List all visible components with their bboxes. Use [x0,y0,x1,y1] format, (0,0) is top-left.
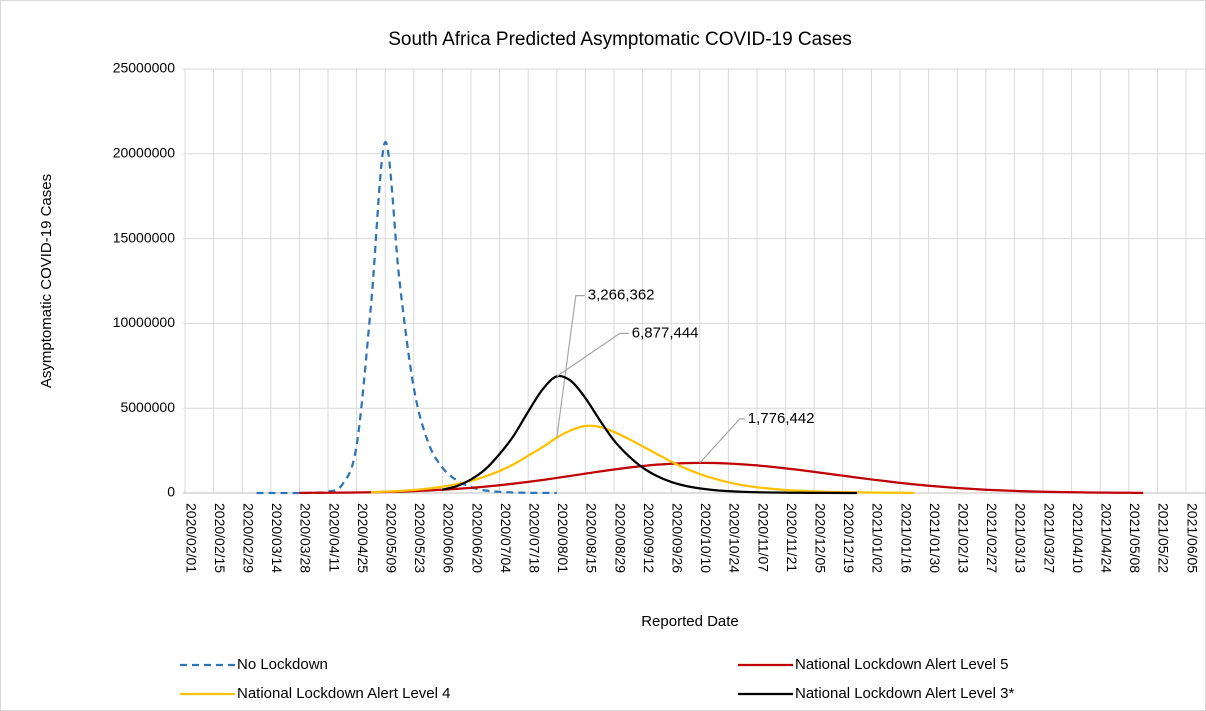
x-tick-label: 2020/12/19 [841,503,857,573]
x-tick-label: 2021/02/13 [955,503,971,573]
x-tick-label: 2020/12/05 [812,503,828,573]
x-tick-label: 2020/10/24 [727,503,743,573]
x-tick-label: 2020/11/07 [755,503,771,572]
y-tick-label: 0 [167,484,175,500]
x-tick-label: 2020/06/06 [441,503,457,573]
x-tick-label: 2021/06/05 [1184,503,1200,573]
x-tick-label: 2020/06/20 [469,503,485,573]
y-axis-title: Asymptomatic COVID-19 Cases [38,174,55,388]
leader-line [556,332,629,377]
series-line [370,424,915,494]
x-tick-label: 2021/04/10 [1070,503,1086,573]
x-tick-label: 2020/04/25 [355,503,371,573]
x-tick-label: 2020/02/15 [212,503,228,573]
chart-title: South Africa Predicted Asymptomatic COVI… [388,29,852,50]
legend-label: National Lockdown Alert Level 3* [795,685,1014,702]
x-tick-label: 2021/03/27 [1041,503,1057,573]
x-tick-label: 2020/08/01 [555,503,571,573]
legend-label: No Lockdown [237,656,328,673]
x-tick-label: 2020/10/10 [698,503,714,573]
x-tick-label: 2021/01/30 [927,503,943,573]
x-tick-label: 2020/04/11 [326,503,342,572]
legend-label: National Lockdown Alert Level 4 [237,685,450,702]
x-tick-label: 2021/04/24 [1098,503,1114,573]
x-tick-label: 2021/02/27 [984,503,1000,573]
x-tick-label: 2020/08/29 [612,503,628,573]
x-tick-label: 2021/05/08 [1127,503,1143,573]
leader-line [699,418,745,464]
y-tick-label: 25000000 [113,60,176,76]
x-tick-label: 2020/09/26 [669,503,685,573]
x-tick-label: 2020/07/04 [498,503,514,573]
data-label: 3,266,362 [588,287,655,304]
series-line [442,374,858,495]
x-tick-label: 2021/01/16 [898,503,914,573]
x-tick-label: 2020/09/12 [641,503,657,573]
y-tick-label: 20000000 [113,145,176,161]
x-tick-label: 2020/08/15 [584,503,600,573]
x-tick-label: 2020/03/14 [269,503,285,573]
x-tick-label: 2020/05/23 [412,503,428,573]
x-tick-label: 2021/01/02 [870,503,886,573]
y-tick-label: 10000000 [113,314,176,330]
legend-label: National Lockdown Alert Level 5 [795,656,1008,673]
x-axis-title: Reported Date [641,613,739,630]
x-tick-label: 2021/03/13 [1013,503,1029,573]
series-line [299,461,1144,494]
data-label: 1,776,442 [748,410,815,427]
x-tick-label: 2020/05/09 [383,503,399,573]
y-tick-label: 5000000 [120,399,175,415]
x-tick-label: 2021/05/22 [1156,503,1172,573]
y-tick-label: 15000000 [113,229,176,245]
data-label: 6,877,444 [632,324,699,341]
x-tick-label: 2020/11/21 [784,503,800,572]
leader-line [556,295,585,438]
x-tick-label: 2020/07/18 [526,503,542,573]
x-tick-label: 2020/03/28 [298,503,314,573]
x-tick-label: 2020/02/01 [183,503,199,573]
x-tick-label: 2020/02/29 [240,503,256,573]
